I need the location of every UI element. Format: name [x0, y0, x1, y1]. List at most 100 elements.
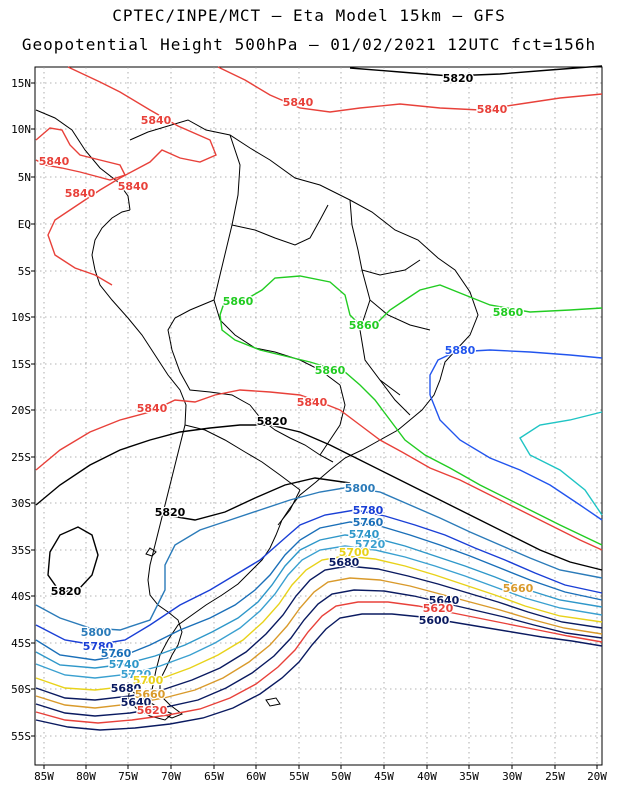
contour-label-5840: 5840	[137, 402, 168, 415]
contour-5680	[35, 565, 603, 701]
lat-tick-label: 20S	[11, 404, 31, 417]
contour-label-5840: 5840	[141, 114, 172, 127]
contour-5900	[519, 411, 603, 516]
contour-5720	[35, 545, 603, 679]
contour-5840-north	[47, 66, 217, 286]
contour-label-5760: 5760	[353, 516, 384, 529]
coastline-and-borders	[35, 109, 479, 721]
lat-tick-label: 15N	[11, 77, 31, 90]
contour-5640	[35, 589, 603, 717]
contour-5860-a	[225, 275, 603, 326]
contour-5840-mid	[35, 389, 603, 551]
country-border	[277, 489, 301, 526]
contour-label-5780: 5780	[83, 640, 114, 653]
contour-label-5660: 5660	[503, 582, 534, 595]
lon-tick-label: 60W	[246, 770, 266, 783]
contour-label-5620: 5620	[423, 602, 454, 615]
contour-label-5860: 5860	[223, 295, 254, 308]
contour-label-5800: 5800	[345, 482, 376, 495]
contour-label-5740: 5740	[349, 528, 380, 541]
country-border	[379, 379, 411, 416]
contour-label-5820: 5820	[51, 585, 82, 598]
contour-5820-south	[164, 477, 351, 521]
lat-tick-label: 30S	[11, 497, 31, 510]
contour-5840-nw-loop	[35, 127, 126, 181]
contour-5860-b	[219, 299, 603, 546]
contour-label-5680: 5680	[111, 682, 142, 695]
tierra-del-fuego	[127, 689, 173, 721]
lat-tick-label: 45S	[11, 637, 31, 650]
height-contours	[35, 65, 603, 731]
lat-tick-label: 5S	[18, 265, 31, 278]
contour-label-5640: 5640	[429, 594, 460, 607]
contour-label-5860: 5860	[315, 364, 346, 377]
map-frame	[34, 66, 603, 766]
contour-5800	[35, 486, 603, 631]
country-border	[359, 299, 401, 396]
lon-tick-label: 80W	[76, 770, 96, 783]
contour-label-5840: 5840	[65, 187, 96, 200]
lon-tick-label: 70W	[161, 770, 181, 783]
lat-tick-label: 15S	[11, 358, 31, 371]
lon-tick-label: 35W	[459, 770, 479, 783]
lon-tick-label: 65W	[204, 770, 224, 783]
contour-label-5860: 5860	[349, 319, 380, 332]
contour-label-5760: 5760	[101, 647, 132, 660]
contour-5820-north	[349, 65, 603, 77]
south-america-outline	[91, 119, 479, 719]
contour-label-5800: 5800	[81, 626, 112, 639]
contour-5700	[35, 555, 603, 691]
contour-5620	[35, 601, 603, 724]
contour-label-5820: 5820	[257, 415, 288, 428]
country-border	[319, 384, 346, 456]
lat-tick-label: 25S	[11, 451, 31, 464]
contour-label-5600: 5600	[419, 614, 450, 627]
contour-label-5780: 5780	[353, 504, 384, 517]
contour-labels: 5820 5840 5840 5840 5840 5840 5840 5840 5840 5860…	[37, 71, 534, 719]
falklands	[265, 697, 281, 707]
lon-tick-label: 20W	[587, 770, 607, 783]
contour-label-5620: 5620	[137, 704, 168, 717]
lon-tick-label: 50W	[331, 770, 351, 783]
lat-tick-label: 40S	[11, 590, 31, 603]
lon-tick-label: 30W	[502, 770, 522, 783]
contour-5820-mid	[35, 424, 603, 571]
contour-5780	[35, 509, 603, 646]
contour-label-5660: 5660	[135, 688, 166, 701]
country-border	[184, 424, 301, 491]
gridlines	[35, 67, 602, 765]
country-border	[231, 204, 329, 246]
contour-5740	[35, 534, 603, 669]
contour-label-5840: 5840	[477, 103, 508, 116]
contour-label-5840: 5840	[39, 155, 70, 168]
lon-tick-label: 25W	[545, 770, 565, 783]
contour-label-5840: 5840	[297, 396, 328, 409]
lat-tick-label: 5N	[18, 171, 31, 184]
contour-label-5640: 5640	[121, 696, 152, 709]
lat-tick-label: 35S	[11, 544, 31, 557]
contour-5820-loop	[47, 526, 99, 593]
contour-label-5700: 5700	[133, 674, 164, 687]
contour-label-5880: 5880	[445, 344, 476, 357]
contour-5600	[35, 613, 603, 731]
lon-tick-label: 75W	[118, 770, 138, 783]
lake-titicaca	[145, 547, 157, 557]
lat-tick-label: 10S	[11, 311, 31, 324]
contour-5840-north-2	[217, 66, 603, 113]
title-line-1: CPTEC/INPE/MCT – Eta Model 15km – GFS	[112, 6, 506, 25]
lat-tick-label: EQ	[18, 218, 31, 231]
contour-5760	[35, 521, 603, 661]
contour-label-5860: 5860	[493, 306, 524, 319]
contour-label-5820: 5820	[155, 506, 186, 519]
contour-label-5720: 5720	[355, 538, 386, 551]
lat-tick-label: 10N	[11, 123, 31, 136]
central-america-coast	[35, 109, 131, 211]
lon-tick-label: 40W	[417, 770, 437, 783]
contour-label-5840: 5840	[283, 96, 314, 109]
contour-5660	[35, 577, 603, 709]
longitude-tick-labels: 85W 80W 75W 70W 65W 60W 55W 50W 45W 40W 35W 30W 25W 2…	[34, 765, 607, 783]
contour-label-5720: 5720	[121, 668, 152, 681]
lon-tick-label: 85W	[34, 770, 54, 783]
contour-label-5840: 5840	[118, 180, 149, 193]
